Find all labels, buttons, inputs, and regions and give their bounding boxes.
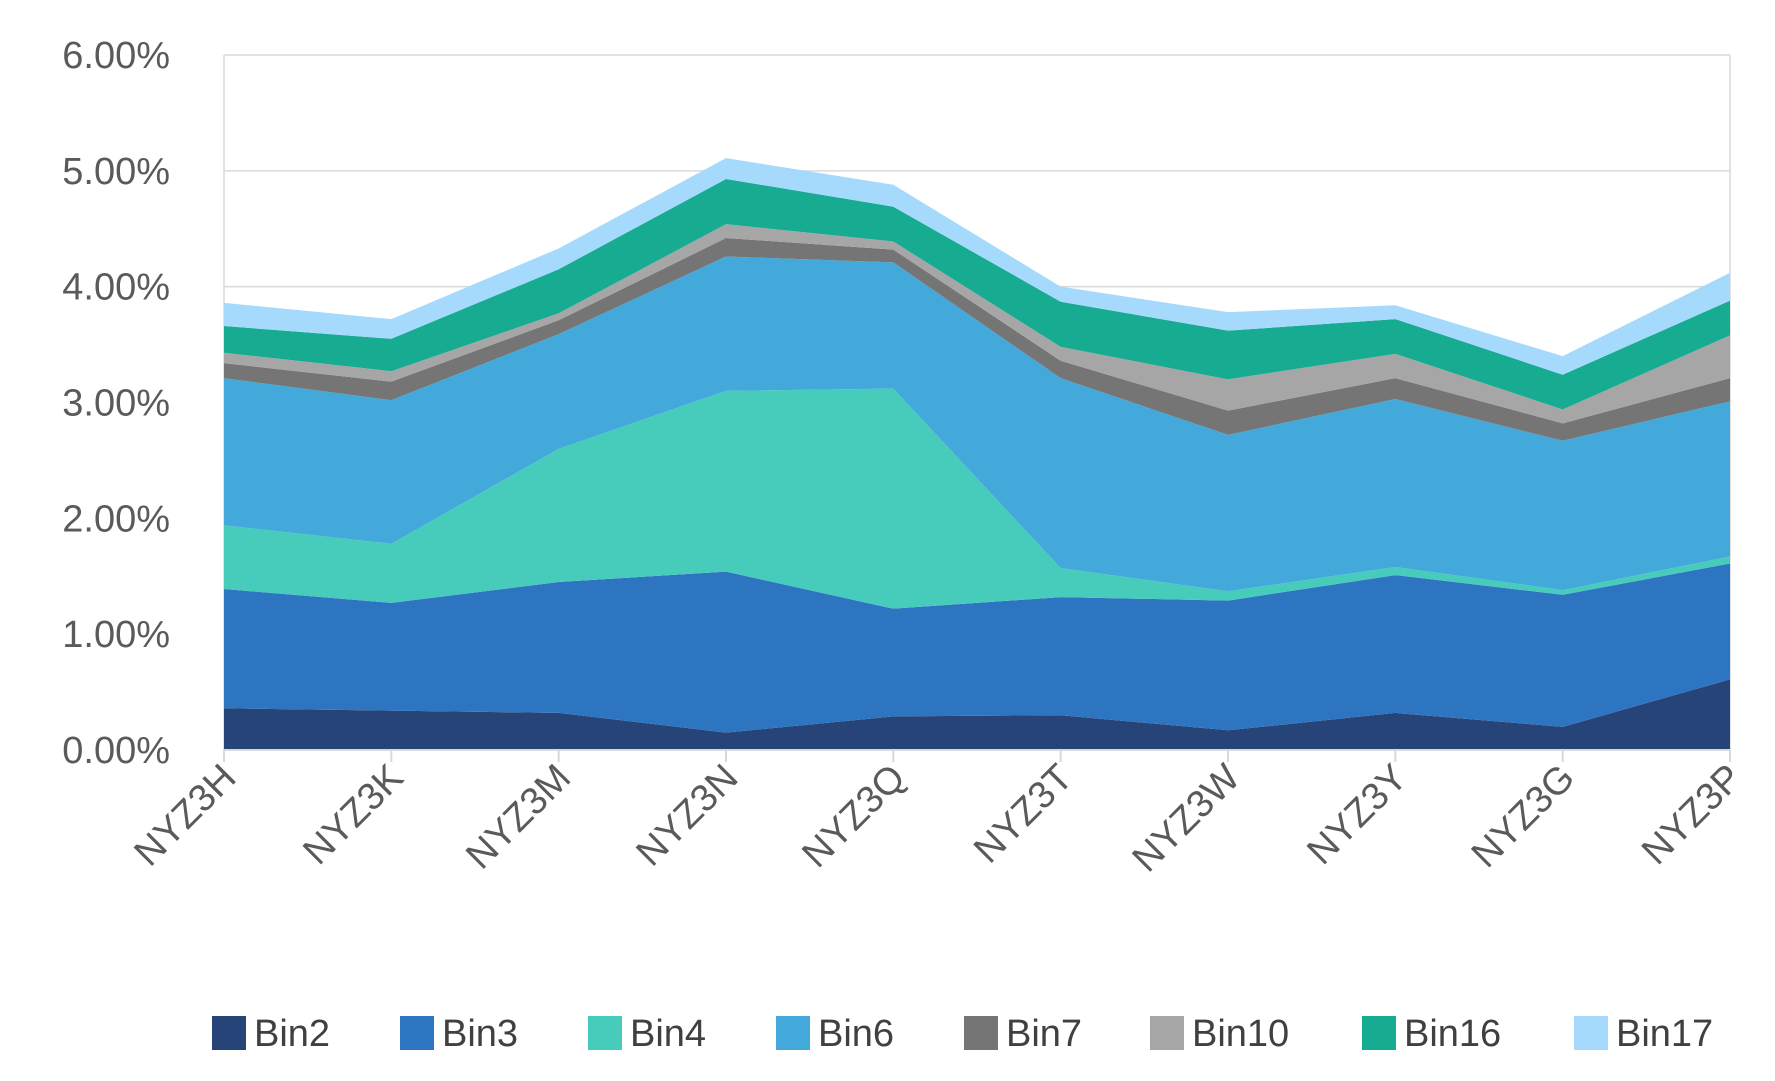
x-tick-label: NYZ3T (966, 757, 1081, 872)
area-bin2 (224, 679, 1730, 750)
area-bin6 (224, 256, 1730, 592)
y-tick-label: 2.00% (62, 498, 170, 540)
legend-swatch-bin2 (212, 1016, 246, 1050)
y-tick-label: 0.00% (62, 730, 170, 772)
legend-label-bin7: Bin7 (1006, 1013, 1082, 1055)
axes (223, 749, 1731, 762)
legend-label-bin3: Bin3 (442, 1013, 518, 1055)
x-tick-label: NYZ3N (629, 757, 747, 875)
legend-label-bin17: Bin17 (1616, 1013, 1713, 1055)
x-tick-label: NYZ3W (1125, 757, 1249, 881)
x-axis-ticks: NYZ3H NYZ3K NYZ3M NYZ3N NYZ3Q NYZ3T NYZ3W NYZ3Y… (127, 757, 1751, 881)
area-bin7 (224, 238, 1730, 441)
legend-label-bin16: Bin16 (1404, 1013, 1501, 1055)
y-tick-label: 4.00% (62, 267, 170, 309)
legend: Bin2 Bin3 Bin4 Bin6 Bin7 Bin10 Bin16 Bin17 (212, 1013, 1713, 1055)
x-tick-label: NYZ3Q (794, 757, 913, 876)
legend-label-bin6: Bin6 (818, 1013, 894, 1055)
x-tick-label: NYZ3K (295, 757, 411, 873)
area-bin17 (224, 158, 1730, 375)
area-bin4 (224, 388, 1730, 609)
y-tick-label: 5.00% (62, 151, 170, 193)
x-tick-label: NYZ3M (458, 757, 579, 878)
y-tick-label: 6.00% (62, 35, 170, 77)
legend-label-bin10: Bin10 (1192, 1013, 1289, 1055)
y-tick-label: 1.00% (62, 614, 170, 656)
y-tick-label: 3.00% (62, 383, 170, 425)
areas (224, 158, 1730, 750)
x-tick-label: NYZ3Y (1299, 757, 1415, 873)
legend-label-bin4: Bin4 (630, 1013, 706, 1055)
legend-label-bin2: Bin2 (254, 1013, 330, 1055)
area-bin10 (224, 224, 1730, 424)
area-bin16 (224, 178, 1730, 410)
legend-swatch-bin10 (1150, 1016, 1184, 1050)
legend-swatch-bin6 (776, 1016, 810, 1050)
x-tick-label: NYZ3H (127, 757, 245, 875)
y-axis-ticks: 0.00% 1.00% 2.00% 3.00% 4.00% 5.00% 6.00% (62, 35, 170, 772)
legend-swatch-bin3 (400, 1016, 434, 1050)
x-tick-label: NYZ3G (1464, 757, 1583, 876)
legend-swatch-bin4 (588, 1016, 622, 1050)
x-tick-label: NYZ3P (1634, 757, 1750, 873)
legend-swatch-bin17 (1574, 1016, 1608, 1050)
area-bin3 (224, 563, 1730, 733)
legend-swatch-bin16 (1362, 1016, 1396, 1050)
legend-swatch-bin7 (964, 1016, 998, 1050)
